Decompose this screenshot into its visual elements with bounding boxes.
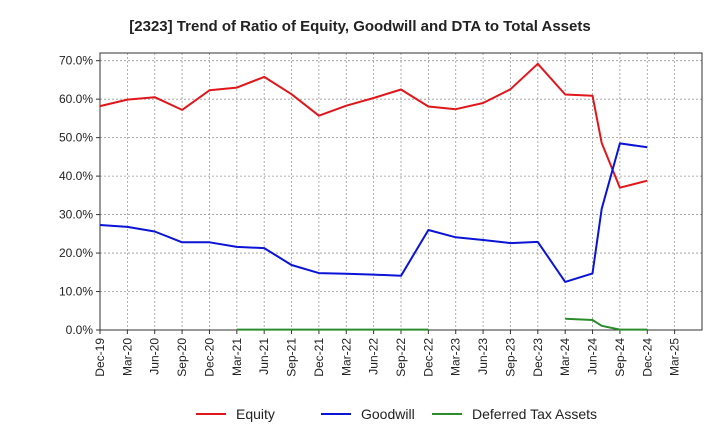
x-tick-label: Jun-23 xyxy=(476,338,490,375)
x-tick-label: Mar-21 xyxy=(230,338,244,376)
x-tick-label: Dec-19 xyxy=(93,338,107,377)
x-tick-label: Jun-22 xyxy=(367,338,381,375)
equity-line xyxy=(99,62,648,189)
y-tick-label: 0.0% xyxy=(66,323,94,337)
x-tick-label: Mar-23 xyxy=(449,338,463,376)
goodwill-legend-label: Goodwill xyxy=(361,406,415,422)
grid xyxy=(100,53,702,331)
x-tick-label: Sep-23 xyxy=(503,338,517,377)
x-tick-label: Sep-20 xyxy=(175,338,189,377)
x-tick-label: Dec-24 xyxy=(640,338,654,377)
x-axis: Dec-19 Mar-20 Jun-20 Sep-20 Dec-20 Mar-21 Jun-… xyxy=(93,330,682,377)
deferred-tax-assets-legend-label: Deferred Tax Assets xyxy=(472,406,597,422)
y-tick-label: 40.0% xyxy=(59,169,93,183)
x-tick-label: Jun-20 xyxy=(148,338,162,375)
chart-title: [2323] Trend of Ratio of Equity, Goodwil… xyxy=(129,18,590,35)
legend: Equity Goodwill Deferred Tax Assets xyxy=(196,406,597,422)
x-tick-label: Mar-24 xyxy=(558,338,572,376)
y-tick-label: 20.0% xyxy=(59,246,93,260)
x-tick-label: Dec-21 xyxy=(312,338,326,377)
y-tick-label: 10.0% xyxy=(59,285,93,299)
goodwill-line xyxy=(99,142,648,283)
y-tick-label: 60.0% xyxy=(59,92,93,106)
x-tick-label: Mar-20 xyxy=(120,338,134,376)
x-tick-label: Mar-25 xyxy=(668,338,682,376)
x-tick-label: Dec-23 xyxy=(531,338,545,377)
y-axis: 0.0% 10.0% 20.0% 30.0% 40.0% 50.0% 60.0% 70.0% xyxy=(59,54,100,337)
deferred-tax-assets-line xyxy=(565,317,648,331)
x-tick-label: Jun-21 xyxy=(257,338,271,375)
x-tick-label: Sep-24 xyxy=(613,338,627,377)
y-tick-label: 30.0% xyxy=(59,208,93,222)
x-tick-label: Jun-24 xyxy=(586,338,600,375)
x-tick-label: Sep-22 xyxy=(394,338,408,377)
x-tick-label: Dec-20 xyxy=(202,338,216,377)
series-layer xyxy=(99,62,648,331)
x-tick-label: Dec-22 xyxy=(421,338,435,377)
x-tick-label: Mar-22 xyxy=(339,338,353,376)
y-tick-label: 70.0% xyxy=(59,54,93,68)
y-tick-label: 50.0% xyxy=(59,131,93,145)
equity-legend-label: Equity xyxy=(236,406,275,422)
x-tick-label: Sep-21 xyxy=(285,338,299,377)
